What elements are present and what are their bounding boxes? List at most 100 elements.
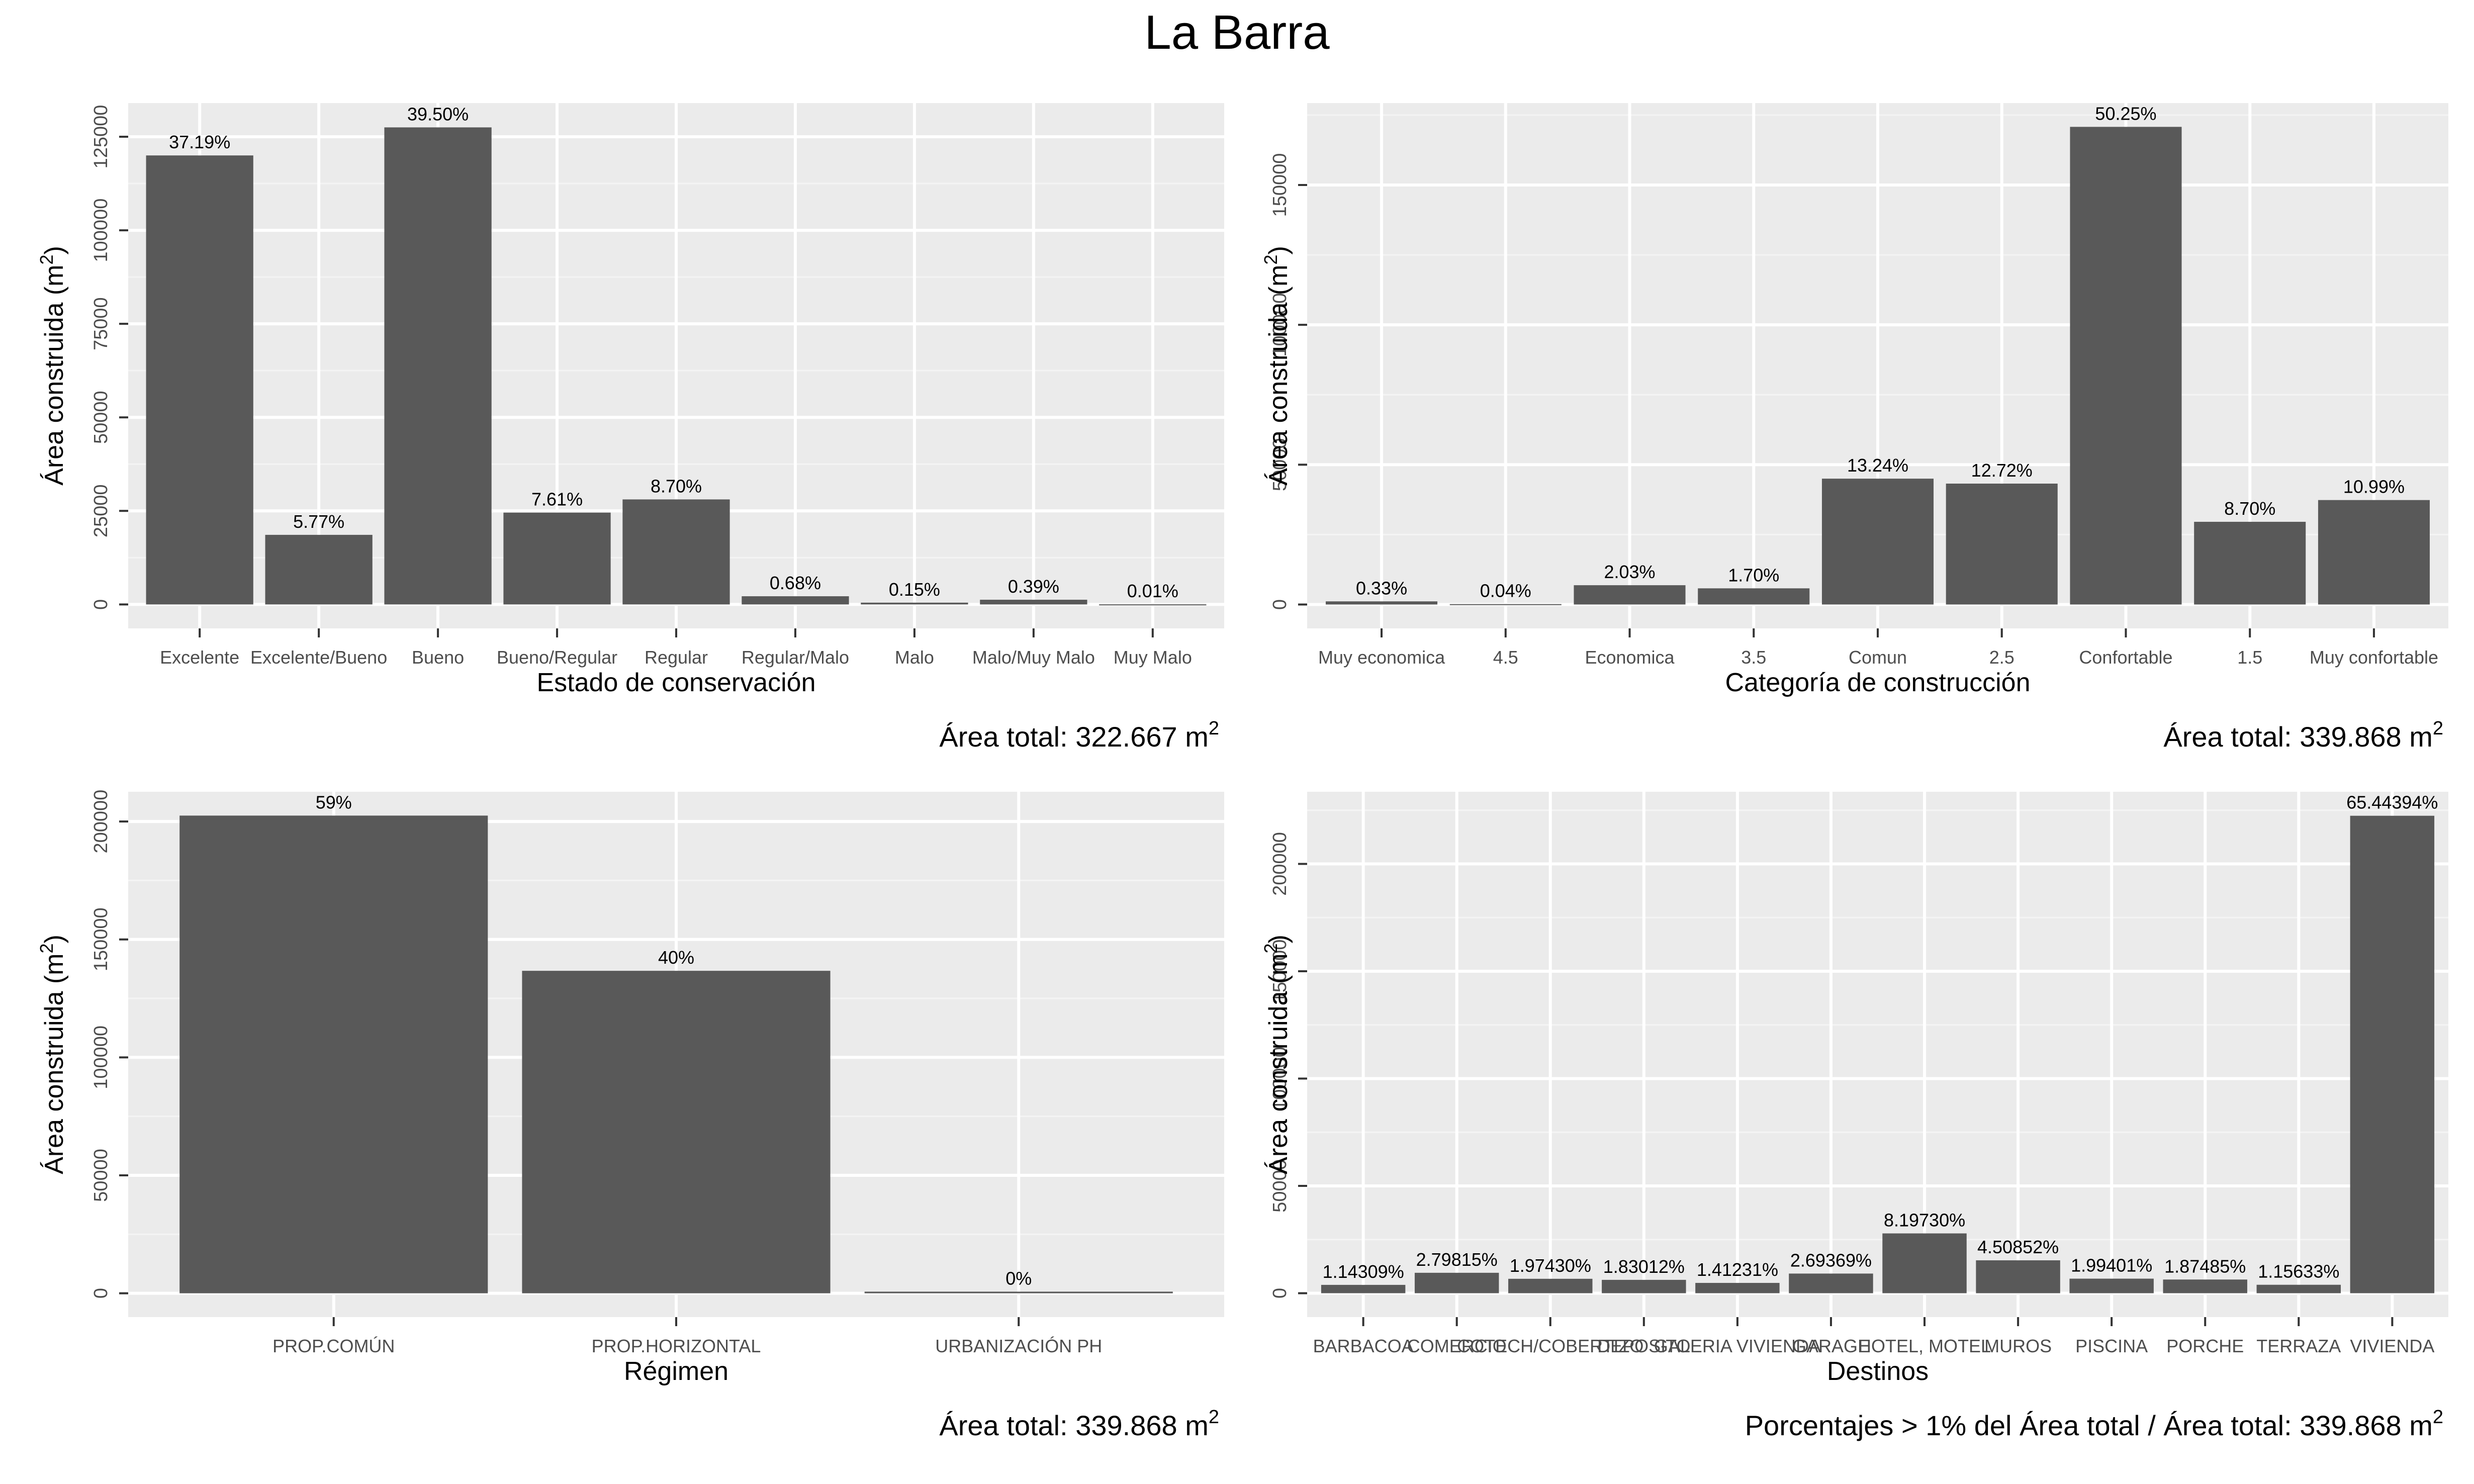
data-label: 59% [316,792,352,812]
data-label: 8.70% [2224,498,2275,519]
y-tick-label: 0 [1269,599,1291,610]
data-label: 1.87485% [2164,1256,2246,1276]
y-tick-label: 0 [90,599,112,610]
x-axis-title: Régimen [624,1357,728,1386]
y-axis-title-main: Área construida (m [40,265,69,486]
bar [384,127,492,605]
data-label: 5.77% [293,511,344,532]
y-axis-title-end: ) [1264,246,1293,254]
x-tick-label: 4.5 [1493,647,1518,668]
y-tick-label: 150000 [90,907,112,971]
y-tick-label: 150000 [1269,153,1291,217]
x-tick-label: DEPOSITO [1597,1336,1690,1356]
bar [2318,500,2430,605]
plot-panel [1307,792,2448,1317]
data-label: 0% [1005,1268,1032,1288]
y-axis-title: Área construida (m2) [36,935,69,1174]
x-tick-label: Bueno/Regular [497,647,617,668]
y-tick-label: 50000 [90,1149,112,1202]
data-label: 1.83012% [1603,1256,1685,1277]
caption: Área total: 339.868 m2 [2163,718,2443,753]
x-tick-label: 2.5 [1989,647,2014,668]
y-tick-label: 100000 [90,199,112,262]
x-tick-label: PISCINA [2075,1336,2148,1356]
bar [503,512,611,605]
x-tick-label: GARAGE [1792,1336,1870,1356]
x-tick-label: COTECH/COBERTIZO [1457,1336,1643,1356]
x-tick-label: Malo [895,647,934,668]
x-tick-label: Excelente [160,647,239,668]
y-axis-title-sup: 2 [1260,944,1281,954]
x-tick-label: Regular [645,647,708,668]
bar [980,599,1087,605]
bar [1698,588,1810,605]
y-tick-label: 50000 [90,391,112,444]
chart-regimen: 0 50000 100000 150000 200000 59% PROP.COMÚN 40%… [36,790,1224,1441]
bar [1695,1282,1780,1293]
y-tick-label: 75000 [90,297,112,350]
x-tick-label: Muy economica [1318,647,1445,668]
bar [146,155,253,605]
x-tick-label: Confortable [2079,647,2172,668]
y-tick-label: 100000 [90,1026,112,1089]
x-axis-title: Estado de conservación [536,668,815,697]
bar [1099,604,1207,606]
bar [2070,127,2182,605]
bar [1326,601,1438,605]
bar [1574,585,1686,605]
x-tick-label: Malo/Muy Malo [972,647,1095,668]
x-tick-label: COMERCIO [1407,1336,1507,1356]
x-axis-title: Categoría de construcción [1725,668,2030,697]
y-axis-title-sup: 2 [36,944,57,954]
bar [1789,1273,1873,1293]
y-axis-title-end: ) [40,246,69,254]
x-tick-label: PROP.HORIZONTAL [592,1336,761,1356]
data-label: 0.04% [1480,581,1531,601]
bar [1508,1278,1593,1293]
data-label: 40% [658,947,694,968]
x-tick-label: GALERIA VIVIENDA [1654,1336,1821,1356]
data-label: 65.44394% [2346,792,2438,813]
data-label: 50.25% [2095,103,2156,124]
data-label: 10.99% [2343,477,2405,497]
y-tick-label: 200000 [90,790,112,854]
data-label: 2.69369% [1790,1250,1872,1270]
bar [1321,1284,1406,1293]
data-label: 2.03% [1604,562,1655,582]
data-label: 7.61% [531,489,583,510]
bar [622,499,730,605]
data-label: 1.70% [1728,565,1779,585]
bar [1414,1272,1499,1293]
data-label: 0.39% [1008,576,1059,597]
data-label: 8.70% [651,476,702,496]
y-axis-title: Área construida (m2) [36,246,69,486]
y-axis-title-end: ) [40,935,69,943]
caption-sup: 2 [2433,1407,2443,1428]
data-label: 8.19730% [1884,1210,1965,1231]
bar [1946,483,2058,605]
x-tick-label: BARBACOA [1313,1336,1414,1356]
x-axis-title: Destinos [1827,1357,1929,1386]
data-label: 1.99401% [2071,1255,2152,1276]
data-label: 2.79815% [1416,1249,1498,1270]
caption-text: Área total: 339.868 m [2163,721,2432,753]
data-label: 1.14309% [1323,1261,1404,1282]
bar [179,815,488,1293]
chart-estado-conservacion: 0 25000 50000 75000 100000 125000 37.19% Excele… [36,103,1224,753]
caption: Área total: 322.667 m2 [939,718,1219,753]
bar [864,1291,1173,1293]
bar [1602,1279,1686,1293]
data-label: 0.33% [1356,578,1407,598]
caption-sup: 2 [2433,718,2443,739]
y-tick-label: 125000 [90,105,112,169]
y-tick-label: 100000 [1269,1047,1291,1110]
bar [742,596,849,605]
bar [2069,1278,2154,1293]
caption-text: Área total: 339.868 m [939,1410,1208,1441]
data-label: 1.41231% [1697,1259,1778,1280]
x-tick-label: PORCHE [2166,1336,2244,1356]
x-tick-label: 3.5 [1741,647,1766,668]
chart-categoria-construccion: 0 50000 100000 150000 0.33% Muy economica 0.04… [1260,103,2448,753]
data-label: 12.72% [1971,460,2033,481]
